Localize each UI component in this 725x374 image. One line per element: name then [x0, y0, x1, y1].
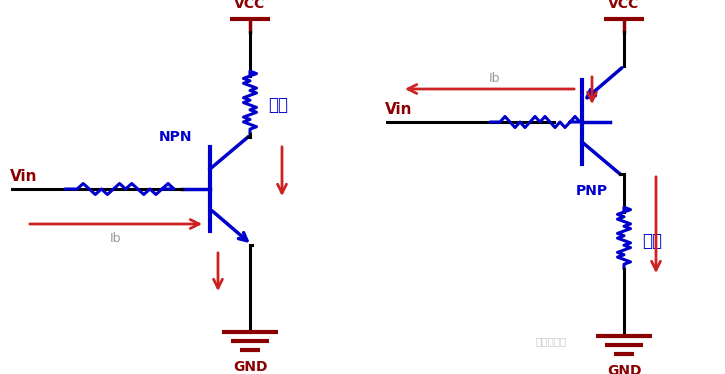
Text: Vin: Vin [385, 102, 413, 117]
Text: 硬件攻城狮: 硬件攻城狮 [535, 336, 566, 346]
Text: Ib: Ib [489, 72, 500, 85]
Text: NPN: NPN [158, 130, 191, 144]
Text: VCC: VCC [234, 0, 265, 11]
Text: GND: GND [233, 360, 268, 374]
Text: 负载: 负载 [268, 96, 288, 114]
Text: Ib: Ib [110, 232, 122, 245]
Text: PNP: PNP [576, 184, 608, 198]
Text: VCC: VCC [608, 0, 639, 11]
Text: Vin: Vin [10, 169, 38, 184]
Text: 负载: 负载 [642, 232, 662, 249]
Text: GND: GND [607, 364, 641, 374]
